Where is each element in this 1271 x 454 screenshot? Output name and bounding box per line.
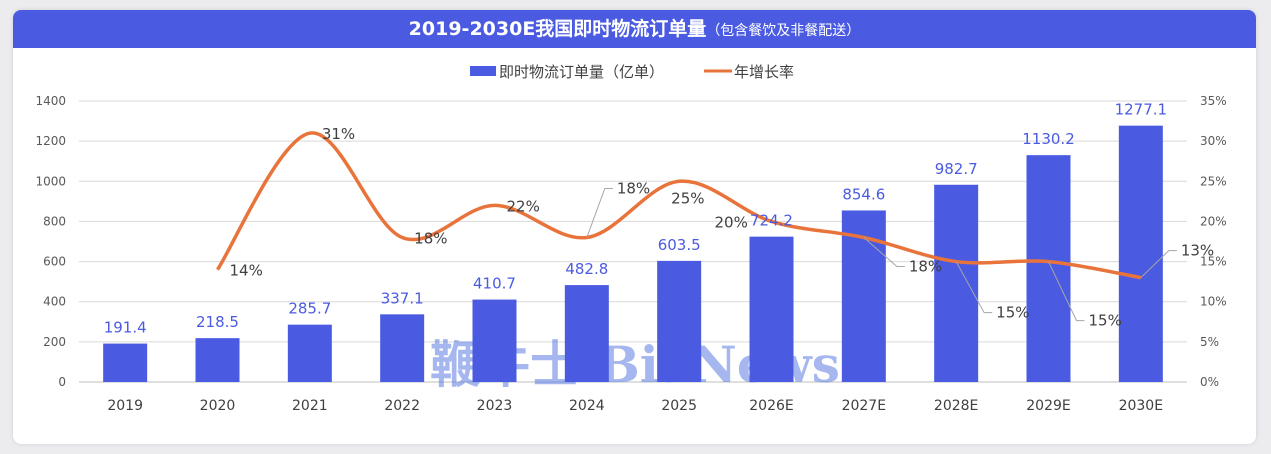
- growth-rate-label: 14%: [230, 262, 263, 280]
- y-left-tick-label: 400: [43, 295, 66, 309]
- bar: [103, 343, 148, 382]
- y-right-tick-label: 35%: [1200, 94, 1227, 108]
- x-tick-label: 2027E: [842, 398, 886, 414]
- x-tick-label: 2019: [107, 398, 143, 414]
- leader-line: [1048, 261, 1085, 322]
- growth-rate-label: 20%: [715, 213, 748, 231]
- y-right-tick-label: 30%: [1200, 134, 1227, 148]
- bar: [287, 324, 332, 382]
- x-tick-label: 2023: [477, 398, 513, 414]
- y-right-tick-label: 25%: [1200, 174, 1227, 188]
- growth-rate-label: 22%: [507, 197, 540, 215]
- bar: [564, 285, 609, 382]
- x-tick-label: 2025: [661, 398, 697, 414]
- growth-rate-label: 15%: [996, 304, 1029, 322]
- title-bar: 2019-2030E我国即时物流订单量（包含餐饮及非餐配送）: [13, 10, 1256, 48]
- bar: [657, 260, 702, 382]
- bar: [472, 299, 517, 382]
- bar-value-label: 410.7: [473, 275, 516, 293]
- bar-value-label: 218.5: [196, 313, 239, 331]
- growth-rate-label: 15%: [1089, 312, 1122, 330]
- y-left-tick-label: 200: [43, 335, 66, 349]
- growth-rate-line: [216, 131, 1142, 280]
- bar-value-label: 603.5: [658, 236, 701, 254]
- bar: [934, 184, 979, 382]
- leader-line: [1140, 250, 1177, 278]
- growth-rate-label: 31%: [322, 125, 355, 143]
- leader-line: [955, 261, 993, 314]
- bar-value-label: 191.4: [104, 319, 147, 337]
- growth-rate-label: 18%: [617, 179, 650, 197]
- growth-rate-label: 25%: [671, 189, 704, 207]
- bar-value-label: 1130.2: [1022, 130, 1075, 148]
- x-tick-label: 2026E: [749, 398, 793, 414]
- y-right-tick-label: 5%: [1200, 335, 1219, 349]
- growth-rate-label: 18%: [414, 229, 447, 247]
- bar: [749, 236, 794, 382]
- y-left-tick-label: 1000: [35, 174, 66, 188]
- bar-value-label: 337.1: [381, 289, 424, 307]
- x-tick-label: 2021: [292, 398, 328, 414]
- bar-value-label: 854.6: [842, 185, 885, 203]
- bar: [1026, 155, 1071, 382]
- bar-value-label: 285.7: [288, 300, 331, 318]
- chart-title: 2019-2030E我国即时物流订单量: [408, 18, 707, 40]
- bar: [1118, 125, 1163, 382]
- bar-value-label: 724.2: [750, 212, 793, 230]
- legend: 即时物流订单量（亿单） 年增长率: [470, 63, 794, 81]
- leader-line: [863, 237, 905, 267]
- bar: [195, 338, 240, 382]
- y-right-tick-label: 15%: [1200, 255, 1227, 269]
- x-tick-label: 2028E: [934, 398, 978, 414]
- growth-rate-label: 13%: [1181, 242, 1214, 260]
- chart-subtitle: （包含餐饮及非餐配送）: [706, 23, 861, 39]
- bar-value-label: 482.8: [565, 260, 608, 278]
- bar-value-label: 982.7: [935, 160, 978, 178]
- y-right-tick-label: 10%: [1200, 295, 1227, 309]
- bar: [380, 314, 425, 382]
- y-left-tick-label: 800: [43, 214, 66, 228]
- x-tick-label: 2030E: [1119, 398, 1163, 414]
- bar-value-label: 1277.1: [1115, 101, 1168, 119]
- y-right-tick-label: 20%: [1200, 214, 1227, 228]
- y-left-tick-label: 1200: [35, 134, 66, 148]
- x-tick-label: 2022: [384, 398, 420, 414]
- x-tick-label: 2029E: [1026, 398, 1070, 414]
- legend-bar-swatch: [470, 66, 496, 76]
- x-tick-label: 2024: [569, 398, 605, 414]
- leader-line: [586, 187, 613, 238]
- y-left-tick-label: 600: [43, 255, 66, 269]
- legend-bar-label: 即时物流订单量（亿单）: [499, 63, 664, 81]
- y-left-tick-label: 1400: [35, 94, 66, 108]
- growth-rate-label: 18%: [909, 257, 942, 275]
- legend-line-label: 年增长率: [734, 63, 794, 81]
- x-tick-label: 2020: [200, 398, 236, 414]
- y-left-tick-label: 0: [58, 375, 66, 389]
- y-right-tick-label: 0%: [1200, 375, 1219, 389]
